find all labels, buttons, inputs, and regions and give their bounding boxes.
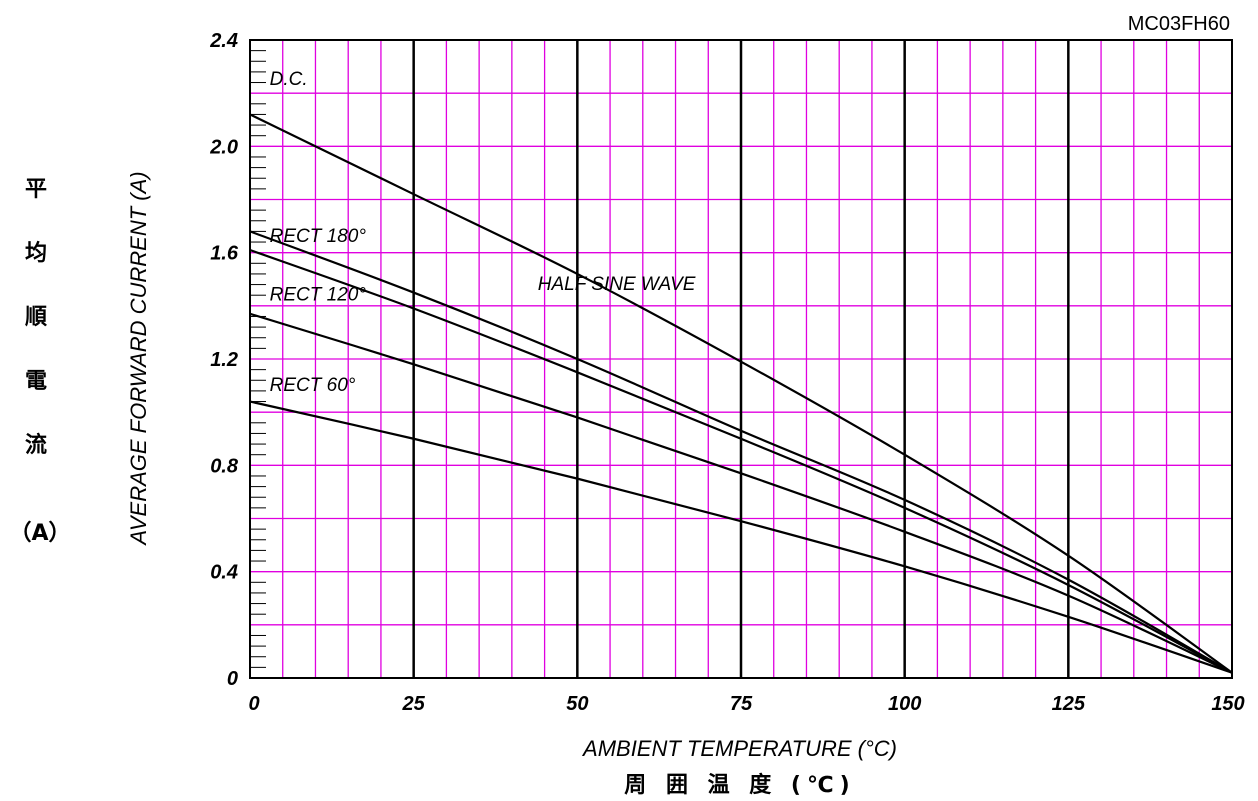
y-axis-title-jp-unit: （A） <box>9 521 70 546</box>
curve-labels: D.C. RECT 180° HALF SINE WAVE RECT 120° RECT… <box>270 69 696 396</box>
x-tick-label: 75 <box>730 693 753 715</box>
y-tick-label: 0.8 <box>210 455 239 477</box>
y-axis-title-jp-char: 電 <box>25 369 47 394</box>
x-tick-label: 125 <box>1052 693 1086 715</box>
series-line <box>249 400 1233 674</box>
y-tick-label: 0.4 <box>210 562 238 584</box>
y-axis-title-jp-char: 平 <box>25 177 47 202</box>
major-gridlines <box>412 40 1070 678</box>
y-tick-label: 1.6 <box>210 243 239 265</box>
series-line <box>249 248 1233 674</box>
series-line <box>249 113 1233 674</box>
x-axis-title: AMBIENT TEMPERATURE (°C) <box>581 736 897 761</box>
x-tick-label: 0 <box>248 693 259 715</box>
curve-label: D.C. <box>270 69 308 90</box>
y-tick-label: 1.2 <box>210 349 238 371</box>
curves <box>249 113 1233 674</box>
minor-y-tick-marks <box>250 50 266 668</box>
series-line <box>249 312 1233 674</box>
y-axis-title-jp-char: 均 <box>25 240 47 266</box>
x-tick-label: 50 <box>566 693 588 715</box>
y-tick-label: 0 <box>227 668 238 690</box>
curve-label: RECT 120° <box>270 285 367 306</box>
y-tick-labels: 0 0.4 0.8 1.2 1.6 2.0 2.4 <box>209 30 239 690</box>
series-line <box>249 230 1233 674</box>
x-tick-labels: 0 25 50 75 100 125 150 <box>248 693 1244 715</box>
plot-frame <box>249 39 1233 679</box>
y-axis-title-jp-char: 順 <box>25 305 48 330</box>
x-axis-title-jp: 周 囲 温 度 (℃) <box>624 772 855 798</box>
curve-label: RECT 60° <box>270 375 356 396</box>
x-tick-label: 25 <box>402 693 426 715</box>
y-tick-label: 2.4 <box>209 30 238 52</box>
curve-label: HALF SINE WAVE <box>538 274 696 295</box>
model-code: MC03FH60 <box>1128 13 1230 35</box>
y-tick-label: 2.0 <box>209 136 238 158</box>
y-axis-title: AVERAGE FORWARD CURRENT (A) <box>126 171 151 546</box>
y-axis-title-jp-char: 流 <box>25 432 47 458</box>
x-tick-label: 100 <box>888 693 921 715</box>
x-tick-label: 150 <box>1211 693 1244 715</box>
curve-label: RECT 180° <box>270 226 367 247</box>
y-axis-title-jp: 平 均 順 電 流 （A） <box>9 177 70 546</box>
